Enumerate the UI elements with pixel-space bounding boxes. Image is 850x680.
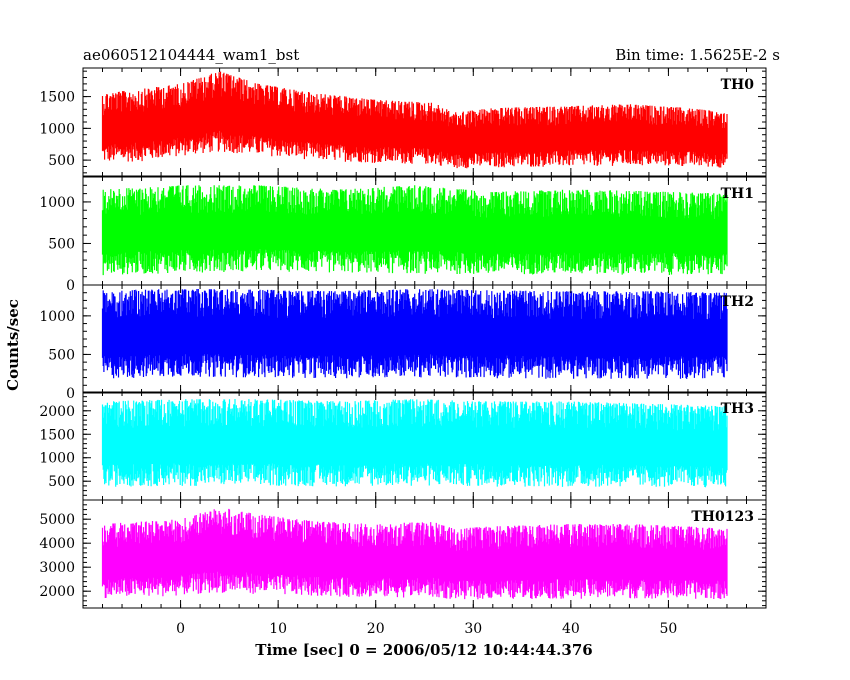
series-line-th3 bbox=[101, 399, 728, 488]
panel-th0123: 2000 3000 4000 5000 TH0123 bbox=[39, 499, 767, 609]
panel-th0: 500 1000 1500 TH0 bbox=[39, 67, 767, 177]
x-axis-group: 0 10 20 30 40 50 bbox=[176, 621, 677, 637]
panel-label: TH0123 bbox=[691, 509, 754, 525]
series-line-th0123 bbox=[101, 508, 728, 600]
header-left-title: ae060512104444_wam1_bst bbox=[83, 46, 299, 64]
y-tick-label: 1500 bbox=[39, 90, 75, 106]
x-axis-label: Time [sec] 0 = 2006/05/12 10:44:44.376 bbox=[255, 641, 592, 659]
panel-th3: 500 1000 1500 2000 TH3 bbox=[39, 391, 767, 501]
header-right-title: Bin time: 1.5625E-2 s bbox=[615, 46, 780, 64]
x-tick-label: 20 bbox=[367, 621, 385, 637]
panel-label: TH2 bbox=[721, 294, 754, 310]
y-tick-label: 500 bbox=[48, 347, 75, 363]
panel-label: TH3 bbox=[721, 401, 754, 417]
y-tick-label: 1000 bbox=[39, 309, 75, 325]
y-tick-label: 4000 bbox=[39, 536, 75, 552]
panels-group: 500 1000 1500 TH0 0 500 1000 TH1 0 500 1000 TH2 500 1… bbox=[39, 67, 767, 609]
panel-label: TH1 bbox=[721, 186, 754, 202]
y-tick-label: 2000 bbox=[39, 404, 75, 420]
y-tick-label: 1500 bbox=[39, 427, 75, 443]
y-tick-label: 500 bbox=[48, 474, 75, 490]
x-tick-label: 0 bbox=[176, 621, 185, 637]
y-tick-label: 1000 bbox=[39, 451, 75, 467]
series-line-th1 bbox=[101, 185, 728, 276]
panel-th2: 0 500 1000 TH2 bbox=[39, 284, 767, 402]
x-tick-label: 50 bbox=[660, 621, 678, 637]
panel-label: TH0 bbox=[721, 77, 755, 93]
y-tick-label: 2000 bbox=[39, 584, 75, 600]
y-tick-label: 3000 bbox=[39, 560, 75, 576]
panel-frame bbox=[82, 499, 767, 609]
y-axis-label: Counts/sec bbox=[4, 299, 22, 391]
y-tick-label: 5000 bbox=[39, 512, 75, 528]
y-tick-label: 0 bbox=[66, 278, 75, 294]
series-line-th0 bbox=[101, 71, 728, 169]
x-tick-label: 30 bbox=[464, 621, 482, 637]
y-tick-label: 1000 bbox=[39, 121, 75, 137]
y-tick-label: 500 bbox=[48, 153, 75, 169]
series-line-th2 bbox=[101, 289, 728, 379]
y-tick-label: 500 bbox=[48, 236, 75, 252]
x-tick-label: 10 bbox=[269, 621, 287, 637]
y-tick-label: 1000 bbox=[39, 195, 75, 211]
x-tick-label: 40 bbox=[562, 621, 580, 637]
panel-th1: 0 500 1000 TH1 bbox=[39, 176, 767, 294]
y-tick-label: 0 bbox=[66, 386, 75, 402]
